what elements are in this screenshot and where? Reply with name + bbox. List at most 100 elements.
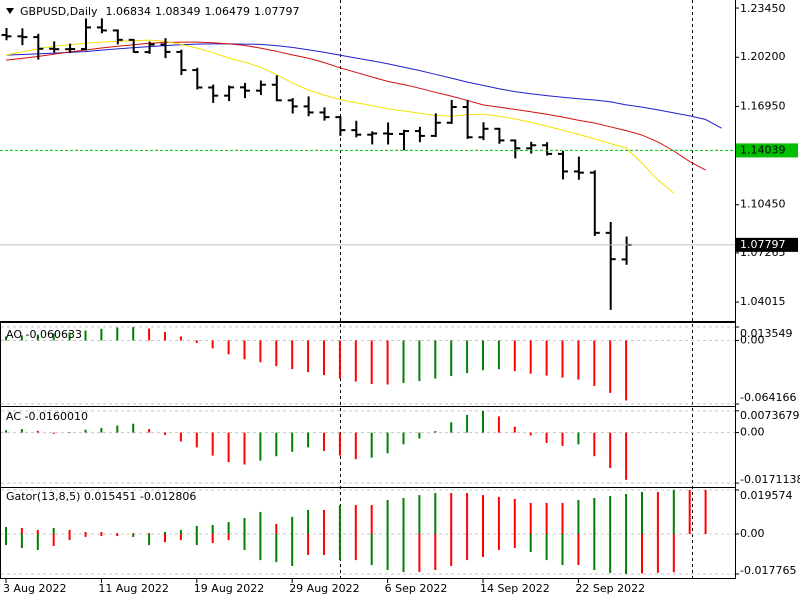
y-tick-label: 1.10450	[740, 198, 786, 211]
histogram-bar	[482, 340, 484, 371]
gator-bar	[211, 534, 214, 544]
histogram-bar	[68, 432, 71, 433]
gator-bar	[323, 509, 325, 535]
gator-bar	[466, 534, 469, 561]
indicator-label: AO -0.060633	[6, 328, 82, 341]
gator-bar	[100, 534, 103, 537]
histogram-bar	[323, 340, 325, 376]
moving-average-line	[5, 43, 722, 129]
gator-bar	[513, 498, 516, 535]
histogram-bar	[402, 340, 405, 384]
gator-bar	[259, 511, 262, 535]
histogram-bar	[513, 426, 516, 433]
histogram-bar	[625, 340, 628, 401]
symbol-menu-arrow[interactable]	[6, 8, 14, 14]
gator-bar	[672, 534, 675, 573]
gator-bar	[641, 534, 643, 574]
gator-bar	[625, 493, 628, 535]
gator-bar	[259, 534, 262, 561]
histogram-bar	[418, 432, 421, 439]
histogram-bar	[275, 340, 278, 367]
y-tick-label: 1.20200	[740, 50, 786, 63]
histogram-bar	[116, 327, 119, 341]
gator-bar	[418, 534, 421, 573]
histogram-bar	[386, 340, 389, 385]
histogram-bar	[577, 432, 580, 445]
histogram-bar	[211, 432, 214, 456]
histogram-bar	[20, 429, 23, 433]
histogram-bar	[132, 423, 135, 433]
gator-bar	[68, 534, 71, 541]
histogram-bar	[100, 328, 103, 341]
gator-bar	[482, 495, 484, 535]
gator-bar	[497, 534, 500, 550]
last-high: 1.08349	[155, 5, 201, 18]
gator-bar	[20, 527, 23, 535]
gator-bar	[402, 498, 405, 535]
gator-bar	[625, 534, 628, 574]
histogram-bar	[307, 340, 310, 373]
histogram-bar	[84, 330, 87, 341]
gator-bar	[323, 534, 325, 555]
gator-bar	[354, 504, 357, 535]
y-tick-label: 0.00	[740, 426, 765, 439]
gator-bar	[52, 534, 55, 546]
histogram-bar	[179, 432, 182, 442]
gator-bar	[195, 525, 198, 535]
histogram-bar	[466, 340, 469, 374]
x-tick-label: 14 Sep 2022	[480, 582, 550, 595]
gator-bar	[227, 522, 230, 535]
gator-bar	[148, 533, 151, 535]
gator-bar	[370, 504, 373, 535]
y-tick-label: 0.00	[740, 333, 765, 346]
histogram-bar	[227, 340, 230, 355]
histogram-bar	[132, 327, 135, 341]
histogram-bar	[5, 336, 7, 341]
gator-bar	[450, 534, 453, 566]
gator-bar	[132, 534, 135, 537]
histogram-bar	[370, 340, 373, 385]
histogram-bar	[338, 340, 341, 379]
y-tick-label: 0.0073679	[740, 409, 800, 422]
gator-bar	[84, 534, 87, 537]
gator-bar	[434, 493, 437, 535]
histogram-bar	[593, 432, 596, 457]
x-tick-label: 11 Aug 2022	[98, 582, 168, 595]
gator-bar	[291, 534, 294, 566]
gator-bar	[704, 489, 707, 535]
gator-bar	[116, 533, 119, 535]
histogram-bar	[243, 340, 246, 360]
gator-bar	[164, 534, 166, 543]
gator-bar	[450, 493, 453, 535]
histogram-bar	[354, 340, 357, 382]
histogram-bar	[164, 432, 166, 435]
gator-bar	[497, 496, 500, 535]
y-tick-label: 1.23450	[740, 2, 786, 15]
histogram-bar	[291, 432, 294, 452]
histogram-bar	[211, 340, 214, 349]
gator-bar	[227, 534, 230, 541]
histogram-bar	[100, 427, 103, 433]
symbol: GBPUSD,Daily	[20, 5, 98, 18]
histogram-bar	[402, 432, 405, 445]
y-tick-label: -0.017765	[740, 564, 796, 577]
histogram-bar	[354, 432, 357, 460]
histogram-bar	[561, 432, 564, 446]
gator-bar	[132, 533, 135, 535]
histogram-bar	[323, 432, 325, 451]
histogram-bar	[195, 340, 198, 343]
histogram-bar	[52, 333, 55, 341]
gator-bar	[688, 489, 691, 535]
gator-bar	[545, 502, 548, 535]
gator-bar	[36, 534, 39, 550]
gator-bar	[164, 531, 166, 535]
histogram-bar	[577, 340, 580, 380]
gator-bar	[275, 523, 278, 535]
indicator-label: Gator(13,8,5) 0.015451 -0.012806	[6, 490, 196, 503]
histogram-bar	[593, 340, 596, 386]
histogram-bar	[291, 340, 294, 370]
gator-bar	[354, 534, 357, 561]
gator-bar	[577, 500, 580, 535]
